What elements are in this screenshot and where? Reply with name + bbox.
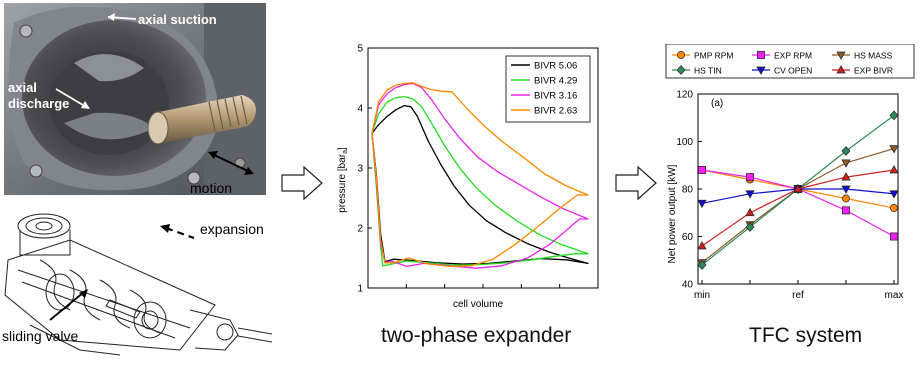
y-axis-label: Net power output [kW] xyxy=(667,164,678,263)
series-3 xyxy=(697,145,899,268)
net-power-chart: PMP RPM EXP RPM HS MASS HS TIN CV OPEN EXP BI… xyxy=(665,44,915,301)
series-line-4 xyxy=(371,82,589,268)
y-tick-label: 5 xyxy=(357,44,363,55)
y-tick-label: 120 xyxy=(676,90,693,101)
flow-arrow-right xyxy=(280,165,324,201)
sliding-valve-label: sliding valve xyxy=(2,328,79,344)
chart-legend: PMP RPM EXP RPM HS MASS HS TIN CV OPEN EXP BI… xyxy=(665,44,915,79)
axial-suction-label: axial suction xyxy=(138,12,217,27)
flow-arrow-right-2 xyxy=(614,165,658,201)
motion-label: motion xyxy=(190,180,233,196)
data-point xyxy=(841,146,851,156)
y-tick-label: 2 xyxy=(357,224,363,235)
y-tick-label: 3 xyxy=(357,164,363,175)
series-line-1 xyxy=(371,104,589,265)
data-point xyxy=(889,145,899,154)
y-tick-label: 1 xyxy=(357,284,363,295)
expander-drawing xyxy=(0,200,275,360)
y-tick-label: 40 xyxy=(682,280,694,291)
data-point xyxy=(841,159,851,168)
y-axis-label: pressure [bara] xyxy=(337,147,349,213)
series-line xyxy=(701,169,895,247)
legend-entry: HS MASS xyxy=(854,50,893,60)
x-tick-label: ref xyxy=(792,290,804,301)
legend-entry: PMP RPM xyxy=(694,50,734,60)
legend-entry: BIVR 2.63 xyxy=(534,106,577,117)
data-point xyxy=(793,184,803,193)
data-point xyxy=(745,222,755,232)
y-tick-label: 4 xyxy=(357,104,363,115)
data-point xyxy=(889,110,899,121)
x-tick-label: max xyxy=(885,290,904,301)
expander-drawing-graphic xyxy=(4,213,273,356)
chart-legend: BIVR 5.06 BIVR 4.29 BIVR 3.16 BIVR 2.63 xyxy=(505,55,591,123)
data-point xyxy=(697,260,707,270)
data-point xyxy=(890,204,898,212)
pressure-volume-chart: 1 2 3 4 5 BIVR 5.06 BIVR 4.29 BIVR 3.16 BIVR 2.… xyxy=(337,44,599,310)
legend-marker xyxy=(677,51,685,59)
series-6 xyxy=(697,165,899,250)
y-tick-label: 80 xyxy=(682,185,694,196)
arrow-right-icon xyxy=(281,165,323,201)
series-line-3 xyxy=(371,82,589,269)
data-point xyxy=(746,173,754,182)
legend-entry: BIVR 5.06 xyxy=(534,61,577,72)
legend-entry: EXP RPM xyxy=(774,50,812,60)
legend-marker xyxy=(836,65,846,74)
legend-entry: BIVR 4.29 xyxy=(534,76,577,87)
data-point xyxy=(889,190,899,199)
legend-entry: CV OPEN xyxy=(774,65,812,75)
expander-photo xyxy=(4,3,266,195)
data-point xyxy=(841,172,851,181)
legend-entry: HS TIN xyxy=(694,65,722,75)
legend-box xyxy=(505,55,591,123)
expander-photo-graphic xyxy=(4,3,266,195)
arrow-right-icon xyxy=(615,165,657,201)
expansion-label: expansion xyxy=(200,221,264,237)
legend-marker xyxy=(757,51,765,59)
data-point xyxy=(697,241,707,250)
series-line-2 xyxy=(371,95,589,267)
series-line xyxy=(701,148,895,264)
data-point xyxy=(890,232,898,241)
y-tick-label: 60 xyxy=(682,232,694,243)
expander-caption: two-phase expander xyxy=(381,324,572,347)
x-axis-label: cell volume xyxy=(453,299,503,310)
legend-marker xyxy=(836,51,846,60)
legend-marker xyxy=(676,65,686,75)
data-point xyxy=(745,190,755,199)
y-tick-label: 100 xyxy=(676,137,693,148)
data-point xyxy=(842,194,850,203)
legend-entry: BIVR 3.16 xyxy=(534,91,577,102)
data-point xyxy=(698,166,706,174)
chart-annotation: (a) xyxy=(711,98,723,109)
data-point xyxy=(889,165,899,174)
axial-discharge-label: axial discharge xyxy=(8,80,70,111)
data-point xyxy=(697,199,707,209)
data-point xyxy=(841,185,851,194)
legend-box xyxy=(665,44,915,79)
data-point xyxy=(745,207,755,217)
legend-marker xyxy=(756,66,766,75)
system-caption: TFC system xyxy=(749,324,863,347)
x-tick-label: min xyxy=(694,290,710,301)
legend-entry: EXP BIVR xyxy=(854,65,893,75)
data-point xyxy=(842,206,850,215)
